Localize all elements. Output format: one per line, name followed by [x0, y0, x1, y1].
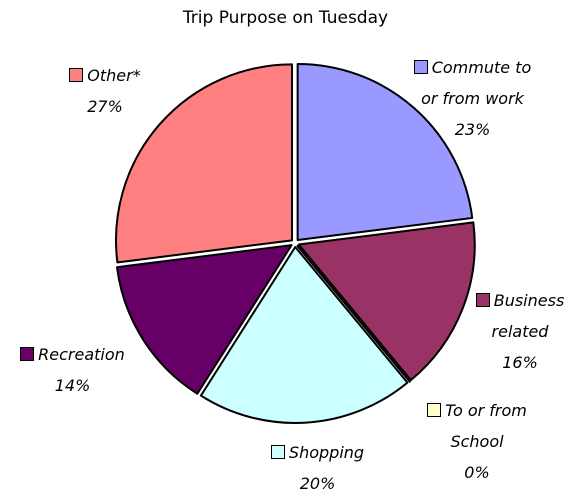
category-label: To or from School: [445, 401, 527, 451]
legend-swatch: [270, 445, 285, 459]
category-label: Other*: [87, 66, 141, 85]
slice-label: Other* 27%: [55, 60, 155, 122]
pie-slice: [116, 244, 293, 395]
value-label: 14%: [54, 376, 91, 395]
chart-title: Trip Purpose on Tuesday: [182, 8, 389, 28]
category-label: Business related: [491, 291, 565, 341]
label-name-line: To or from School: [412, 395, 542, 457]
legend-swatch: [20, 347, 35, 361]
pie-slice: [296, 62, 474, 241]
category-label: Shopping: [288, 443, 365, 462]
pie-slice: [115, 63, 293, 264]
slice-label: Commute to or from work 23%: [405, 52, 540, 145]
label-name-line: Shopping: [255, 437, 380, 468]
slice-label: Business related 16%: [470, 285, 570, 378]
value-label: 20%: [299, 474, 336, 493]
slice-label: Recreation 14%: [5, 339, 140, 401]
legend-swatch: [475, 293, 490, 307]
pie-slice: [199, 245, 409, 424]
slice-label: Shopping 20%: [255, 437, 380, 493]
legend-swatch: [413, 60, 428, 74]
label-name-line: Business related: [470, 285, 570, 347]
legend-swatch: [69, 68, 84, 82]
category-label: Recreation: [38, 345, 125, 364]
value-label: 16%: [502, 353, 538, 372]
category-label: Commute to or from work: [421, 58, 532, 108]
label-name-line: Commute to or from work: [405, 52, 540, 114]
label-name-line: Other*: [55, 60, 155, 91]
pie-slice: [296, 245, 411, 383]
slice-label: To or from School 0%: [412, 395, 542, 488]
value-label: 23%: [454, 120, 491, 139]
value-label: 0%: [464, 463, 490, 482]
legend-swatch: [427, 403, 442, 417]
pie-slice: [297, 221, 476, 382]
label-name-line: Recreation: [5, 339, 140, 370]
value-label: 27%: [87, 97, 123, 116]
